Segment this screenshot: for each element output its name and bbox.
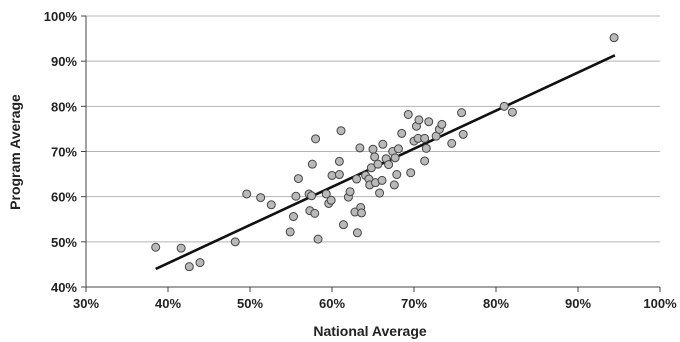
data-point xyxy=(414,115,424,125)
data-point xyxy=(313,234,323,244)
data-point xyxy=(370,152,380,162)
x-tick-label: 90% xyxy=(565,296,591,311)
data-point xyxy=(334,170,344,180)
axis-ticks xyxy=(81,15,661,292)
data-point xyxy=(458,129,468,139)
x-axis-title: National Average xyxy=(313,323,427,339)
data-point xyxy=(393,144,403,154)
data-point xyxy=(378,139,388,149)
data-point xyxy=(334,156,344,166)
data-point xyxy=(384,160,394,170)
data-point xyxy=(392,170,402,180)
data-point xyxy=(457,108,467,118)
x-tick-label: 60% xyxy=(319,296,345,311)
data-point xyxy=(375,188,385,198)
data-point xyxy=(345,187,355,197)
data-point xyxy=(242,189,252,199)
data-point xyxy=(352,228,362,238)
data-point xyxy=(406,168,416,178)
data-point xyxy=(355,143,365,153)
x-tick-label: 40% xyxy=(155,296,181,311)
data-point xyxy=(338,220,348,230)
y-tick-label: 40% xyxy=(51,280,77,295)
data-point xyxy=(291,191,301,201)
data-point xyxy=(195,258,205,268)
y-axis-title: Program Average xyxy=(7,94,23,210)
data-point xyxy=(403,109,413,119)
data-point xyxy=(307,159,317,169)
data-point xyxy=(377,175,387,185)
data-point xyxy=(256,193,266,203)
data-point xyxy=(609,33,619,43)
data-point xyxy=(184,262,194,272)
data-point xyxy=(285,227,295,237)
y-tick-label: 50% xyxy=(51,235,77,250)
y-tick-label: 90% xyxy=(51,54,77,69)
data-point xyxy=(499,101,509,111)
data-point xyxy=(326,195,336,205)
data-point xyxy=(336,126,346,136)
x-tick-label: 80% xyxy=(483,296,509,311)
data-point xyxy=(420,133,430,143)
x-tick-label: 50% xyxy=(237,296,263,311)
data-point xyxy=(321,189,331,199)
y-tick-label: 100% xyxy=(44,9,78,24)
data-point xyxy=(307,191,316,201)
data-point xyxy=(447,138,457,148)
gridlines xyxy=(86,15,660,243)
data-point xyxy=(176,243,186,253)
x-tick-label: 100% xyxy=(643,296,677,311)
data-point xyxy=(288,212,298,222)
y-tick-label: 70% xyxy=(51,145,77,160)
data-point xyxy=(327,170,337,180)
data-points xyxy=(151,33,619,272)
data-point xyxy=(390,153,400,163)
data-point xyxy=(420,156,430,166)
data-point xyxy=(266,200,276,210)
data-point xyxy=(357,208,367,218)
data-point xyxy=(151,242,161,252)
x-tick-label: 70% xyxy=(401,296,427,311)
data-point xyxy=(310,208,320,218)
data-point xyxy=(373,159,383,169)
x-tick-label: 30% xyxy=(73,296,99,311)
data-point xyxy=(437,119,447,129)
data-point xyxy=(424,117,434,127)
data-point xyxy=(352,174,362,184)
data-point xyxy=(311,134,321,144)
data-point xyxy=(368,144,378,154)
data-point xyxy=(507,107,517,117)
data-point xyxy=(421,143,431,153)
data-point xyxy=(389,180,399,190)
y-tick-label: 60% xyxy=(51,190,77,205)
tick-labels: 40%50%60%70%80%90%100%30% 40% 50% 60% 70% 80%… xyxy=(44,9,677,311)
data-point xyxy=(293,174,303,184)
data-point xyxy=(230,237,240,247)
y-tick-label: 80% xyxy=(51,99,77,114)
data-point xyxy=(397,128,407,138)
